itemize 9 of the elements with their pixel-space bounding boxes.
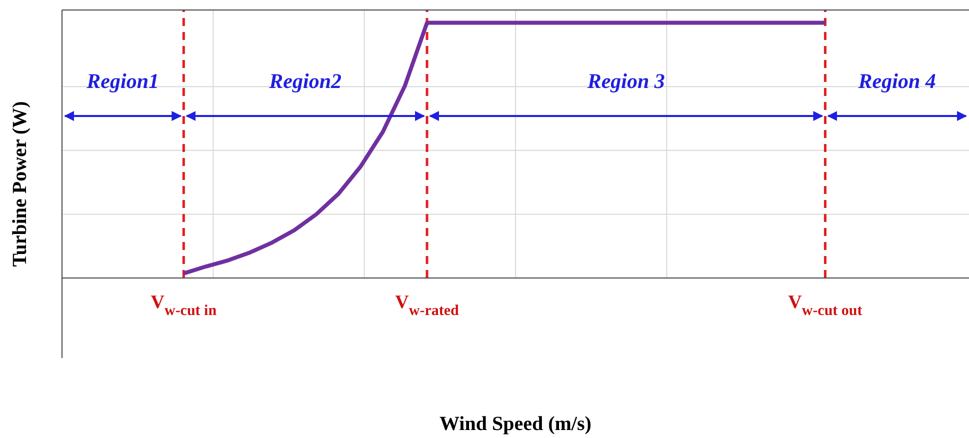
annotation: Region1 bbox=[86, 69, 160, 93]
x-tick-label: V$_{w-rated}$ bbox=[395, 292, 460, 319]
x-tick-label: V$_{w-cut out}$ bbox=[788, 292, 862, 319]
annotation: Region 4 bbox=[857, 69, 936, 93]
annotation: Region 3 bbox=[586, 69, 665, 93]
y-axis-title: Turbine Power (W) bbox=[9, 101, 31, 267]
annotation: Region2 bbox=[268, 69, 342, 93]
x-tick-label: V$_{w-cut in}$ bbox=[150, 292, 218, 319]
x-axis-title: Wind Speed (m/s) bbox=[440, 413, 592, 435]
